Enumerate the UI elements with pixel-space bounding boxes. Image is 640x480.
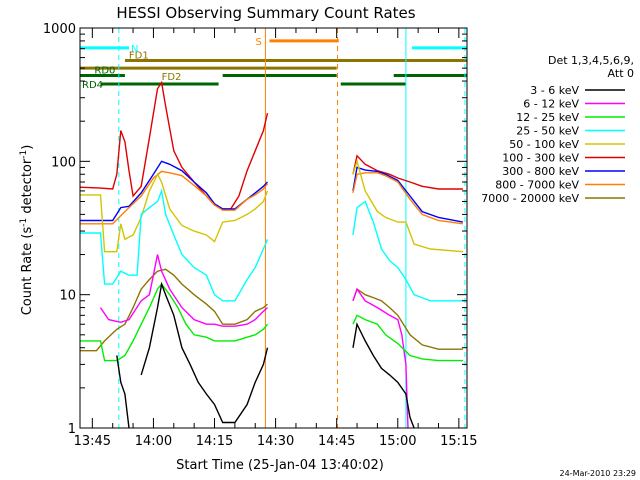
flag-label-fd2: FD2 bbox=[162, 72, 182, 83]
flag-label-n: N bbox=[131, 44, 138, 55]
legend-label-300-800-kev: 300 - 800 keV bbox=[502, 165, 579, 178]
series-line-100-300-kev bbox=[80, 80, 463, 210]
chart-title: HESSI Observing Summary Count Rates bbox=[116, 4, 415, 22]
legend-label-800-7000-kev: 800 - 7000 keV bbox=[495, 179, 579, 192]
y-tick-label: 100 bbox=[51, 155, 76, 170]
footer-date: 24-Mar-2010 23:29 bbox=[560, 469, 637, 478]
legend-header-1: Det 1,3,4,5,6,9, bbox=[548, 54, 634, 67]
x-tick-label: 14:45 bbox=[318, 434, 355, 449]
flag-label-s: S bbox=[255, 37, 261, 48]
plot-frame bbox=[79, 27, 468, 429]
flag-bars: N S FD1 FD2 RD0 RD4 bbox=[80, 37, 467, 91]
x-tick-label: 15:15 bbox=[440, 434, 477, 449]
plot-axes bbox=[79, 27, 468, 429]
y-tick-label: 1000 bbox=[43, 22, 76, 37]
y-tick-label: 10 bbox=[59, 289, 76, 304]
legend-label-3-6-kev: 3 - 6 keV bbox=[530, 84, 579, 97]
series-line-12-25-kev bbox=[80, 282, 463, 362]
flag-label-fd1: FD1 bbox=[129, 51, 149, 62]
legend-header-2: Att 0 bbox=[608, 67, 634, 80]
series-line-25-50-kev bbox=[80, 188, 463, 302]
vertical-markers bbox=[79, 28, 466, 428]
x-axis-label: Start Time (25-Jan-04 13:40:02) bbox=[176, 458, 384, 473]
y-tick-label: 1 bbox=[68, 422, 76, 437]
x-tick-label: 14:15 bbox=[196, 434, 233, 449]
x-tick-label: 14:30 bbox=[257, 434, 294, 449]
flag-label-rd4: RD4 bbox=[82, 80, 103, 91]
x-tick-label: 13:45 bbox=[74, 434, 111, 449]
legend-label-50-100-kev: 50 - 100 keV bbox=[509, 138, 579, 151]
series-line-3-6-kev bbox=[116, 281, 415, 429]
y-tick-labels: 1 10 100 1000 bbox=[43, 22, 76, 437]
series-line-7000-20000-kev bbox=[80, 268, 463, 352]
legend-label-12-25-kev: 12 - 25 keV bbox=[516, 111, 579, 124]
x-tick-labels: 13:45 14:00 14:15 14:30 14:45 15:00 15:15 bbox=[74, 434, 478, 449]
series-line-50-100-kev bbox=[80, 158, 463, 253]
x-tick-label: 14:00 bbox=[135, 434, 172, 449]
x-tick-label: 15:00 bbox=[379, 434, 416, 449]
series-lines bbox=[80, 80, 464, 429]
legend-label-7000-20000-kev: 7000 - 20000 keV bbox=[481, 192, 579, 205]
legend-label-25-50-kev: 25 - 50 keV bbox=[516, 125, 579, 138]
y-axis-label: Count Rate (s-1 detector-1) bbox=[19, 145, 35, 316]
series-line-6-12-kev bbox=[99, 254, 409, 429]
flag-label-rd0: RD0 bbox=[94, 66, 115, 77]
legend-label-6-12-kev: 6 - 12 keV bbox=[523, 98, 579, 111]
legend-label-100-300-kev: 100 - 300 keV bbox=[502, 152, 579, 165]
